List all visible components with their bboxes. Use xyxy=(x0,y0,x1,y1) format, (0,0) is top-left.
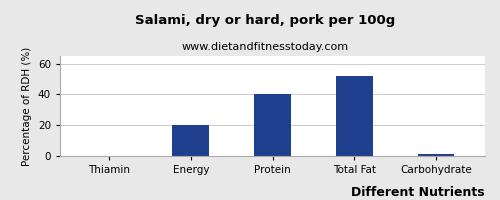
Text: www.dietandfitnesstoday.com: www.dietandfitnesstoday.com xyxy=(182,42,348,52)
Bar xyxy=(418,154,455,156)
Bar xyxy=(336,76,372,156)
Bar xyxy=(254,94,291,156)
X-axis label: Different Nutrients: Different Nutrients xyxy=(352,186,485,199)
Bar xyxy=(172,125,209,156)
Text: Salami, dry or hard, pork per 100g: Salami, dry or hard, pork per 100g xyxy=(135,14,395,27)
Y-axis label: Percentage of RDH (%): Percentage of RDH (%) xyxy=(22,46,32,166)
